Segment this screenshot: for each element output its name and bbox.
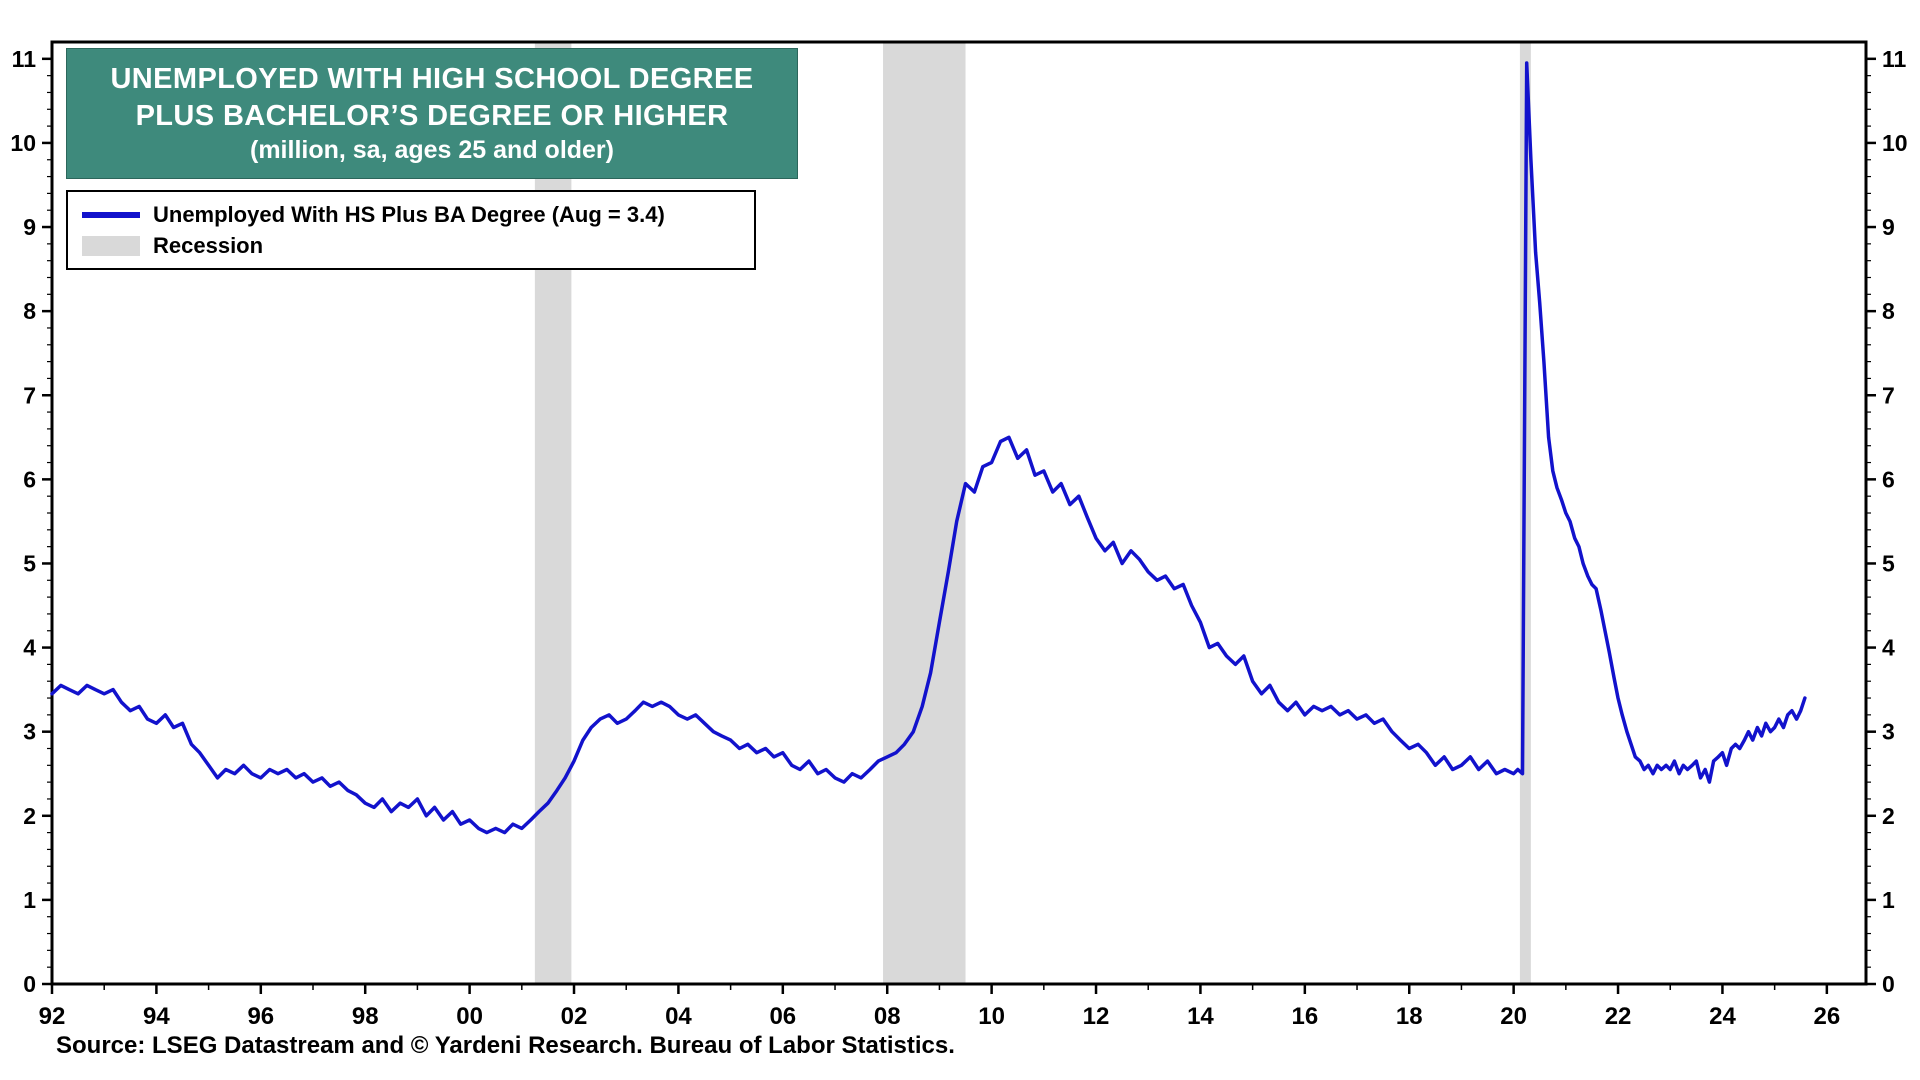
y-axis-label-left: 10: [10, 130, 36, 156]
y-axis-label-right: 5: [1882, 550, 1895, 576]
x-axis-label: 20: [1500, 1003, 1527, 1030]
y-axis-label-right: 2: [1882, 803, 1895, 829]
y-axis-label-right: 4: [1882, 635, 1895, 661]
y-axis-label-right: 8: [1882, 298, 1895, 324]
legend-item-recession: Recession: [82, 230, 740, 261]
y-axis-label-right: 11: [1882, 46, 1907, 72]
x-axis-label: 24: [1709, 1003, 1736, 1030]
x-axis-label: 96: [247, 1003, 274, 1030]
chart-title-line2: PLUS BACHELOR’S DEGREE OR HIGHER: [135, 100, 729, 133]
series-line-swatch: [82, 211, 140, 218]
x-axis-label: 92: [39, 1003, 66, 1030]
y-axis-label-left: 5: [23, 550, 36, 576]
recession-legend-label: Recession: [153, 232, 264, 258]
y-axis-label-left: 7: [23, 382, 36, 408]
x-axis-label: 94: [143, 1003, 170, 1030]
recession-band: [883, 42, 966, 984]
y-axis-label-right: 0: [1882, 971, 1895, 997]
x-axis-label: 10: [978, 1003, 1005, 1030]
x-axis-label: 08: [874, 1003, 901, 1030]
x-axis-label: 12: [1083, 1003, 1110, 1030]
x-axis-label: 02: [561, 1003, 588, 1030]
recession-band: [534, 42, 572, 984]
y-axis-label-right: 9: [1882, 214, 1895, 240]
y-axis-label-right: 10: [1882, 130, 1908, 156]
legend: Unemployed With HS Plus BA Degree (Aug =…: [66, 190, 756, 270]
x-axis-label: 16: [1291, 1003, 1318, 1030]
y-axis-label-left: 6: [23, 466, 36, 492]
chart-title-line1: UNEMPLOYED WITH HIGH SCHOOL DEGREE: [110, 63, 754, 95]
chart-title-box: UNEMPLOYED WITH HIGH SCHOOL DEGREE PLUS …: [66, 48, 798, 180]
legend-item-series: Unemployed With HS Plus BA Degree (Aug =…: [82, 199, 740, 230]
y-axis-label-left: 3: [23, 719, 36, 745]
series-legend-label: Unemployed With HS Plus BA Degree (Aug =…: [153, 201, 665, 227]
x-axis-label: 00: [456, 1003, 483, 1030]
recession-swatch: [82, 235, 140, 256]
y-axis-label-right: 3: [1882, 719, 1895, 745]
chart-title-subtitle: (million, sa, ages 25 and older): [250, 136, 614, 165]
y-axis-label-left: 11: [12, 46, 37, 72]
y-axis-label-left: 0: [23, 971, 36, 997]
x-axis-label: 26: [1813, 1003, 1840, 1030]
x-axis-label: 06: [769, 1003, 796, 1030]
x-axis-label: 14: [1187, 1003, 1214, 1030]
y-axis-label-left: 8: [23, 298, 36, 324]
x-axis-label: 22: [1605, 1003, 1632, 1030]
y-axis-label-right: 7: [1882, 382, 1895, 408]
x-axis-label: 04: [665, 1003, 692, 1030]
y-axis-label-left: 4: [23, 635, 36, 661]
x-axis-label: 18: [1396, 1003, 1423, 1030]
plot-frame: [50, 40, 1868, 986]
y-axis-label-left: 2: [23, 803, 36, 829]
y-axis-label-left: 9: [23, 214, 36, 240]
y-axis-label-left: 1: [23, 887, 36, 913]
x-axis-label: 98: [352, 1003, 379, 1030]
y-axis-label-right: 6: [1882, 466, 1895, 492]
unemployment-series-line: [50, 61, 1807, 835]
source-note: Source: LSEG Datastream and © Yardeni Re…: [56, 1032, 955, 1059]
y-axis-label-right: 1: [1882, 887, 1895, 913]
